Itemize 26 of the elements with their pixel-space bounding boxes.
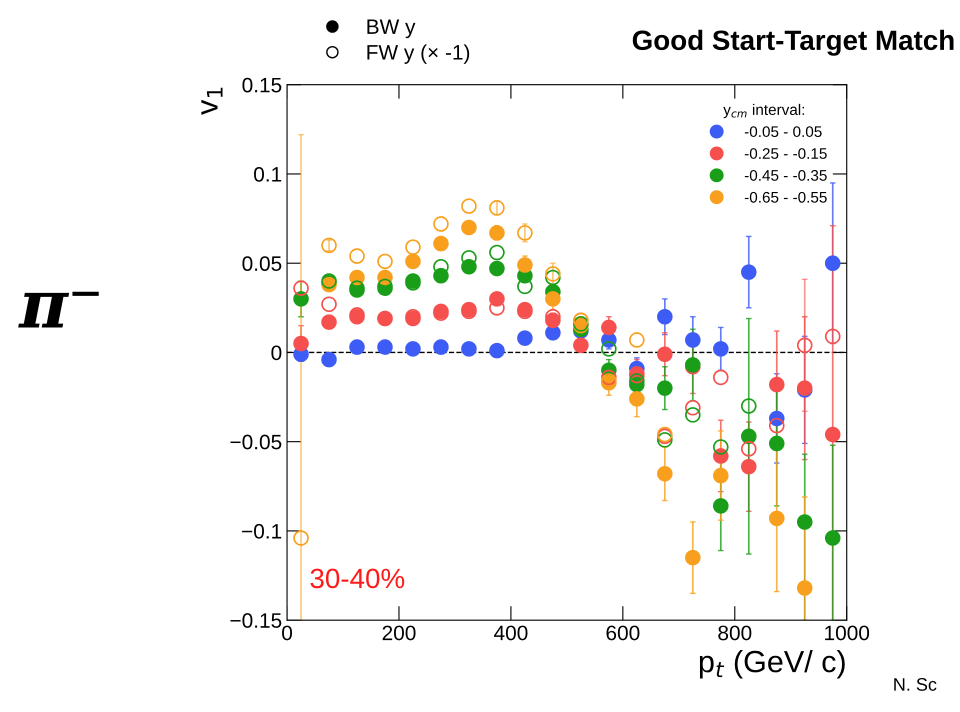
y-tick-label: −0.15	[230, 613, 282, 628]
text: FW y (× -1)	[367, 44, 470, 64]
legend-label: -0.45 - -0.35	[744, 170, 827, 181]
y-tick-label: 0	[271, 345, 282, 360]
text: BW y	[367, 20, 416, 38]
y-tick-label: 0.15	[242, 78, 282, 92]
x-tick-label: 200	[382, 626, 416, 640]
y-axis-title: v$_{1}$	[201, 88, 223, 115]
y-tick-label: 0.1	[254, 166, 282, 182]
legend-label: -0.65 - -0.55	[744, 192, 827, 203]
legend-title: y$_{cm}$ interval:	[723, 104, 804, 118]
legend-label: -0.25 - -0.15	[744, 148, 827, 159]
legend-label: -0.05 - 0.05	[744, 126, 822, 138]
text: N. Sc	[894, 678, 936, 691]
text: π⁻	[18, 292, 99, 328]
y-tick-label: −0.05	[230, 434, 282, 450]
x-tick-label: 400	[494, 626, 528, 640]
y-tick-label: −0.1	[242, 524, 282, 539]
annotation: 30-40%	[310, 568, 404, 588]
x-tick-label: 1000	[825, 626, 870, 640]
x-axis-title: p$_{t}$ (GeV/ c)	[700, 650, 845, 678]
x-tick-label: 800	[718, 626, 752, 640]
x-tick-label: 600	[606, 626, 640, 640]
chart-title: Good Start-Target Match	[632, 30, 954, 56]
y-tick-label: 0.05	[242, 256, 282, 271]
x-tick-label: 0	[282, 626, 292, 640]
